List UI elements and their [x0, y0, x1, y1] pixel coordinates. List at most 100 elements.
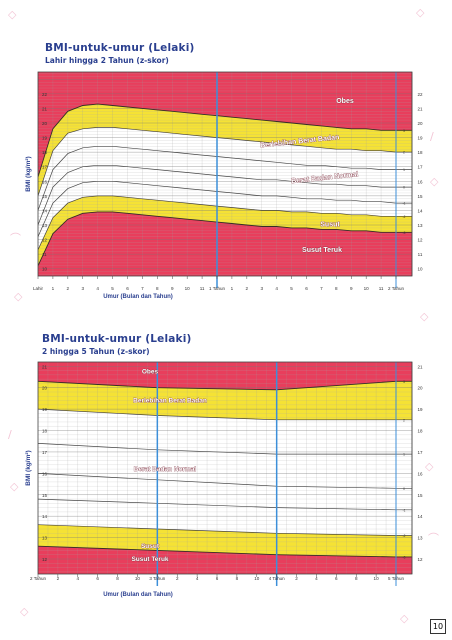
zscore-line: [38, 195, 412, 250]
chart1-subtitle: Lahir hingga 2 Tahun (z-skor): [45, 56, 169, 65]
zscore-label: -2: [403, 534, 406, 538]
decoration-shape: ◇: [425, 460, 434, 473]
x-tick-label: 2: [295, 576, 298, 581]
decoration-shape: ◇: [10, 480, 19, 493]
y-tick-label-right: 21: [417, 364, 423, 369]
decoration-shape: ⌒: [10, 232, 21, 245]
y-tick-label: 20: [42, 121, 48, 126]
y-tick-label: 19: [42, 407, 48, 412]
x-tick-label: 8: [156, 286, 159, 291]
decoration-shape: ∕: [8, 428, 12, 441]
x-tick-label: 9: [350, 286, 353, 291]
chart2-subtitle: 2 hingga 5 Tahun (z-skor): [42, 347, 150, 356]
y-tick-label-right: 16: [417, 179, 423, 184]
zone-label: Susut: [320, 221, 340, 228]
y-tick-label: 16: [42, 179, 48, 184]
y-tick-label-right: 19: [417, 407, 423, 412]
chart-border: [37, 361, 413, 575]
y-tick-label: 21: [42, 364, 48, 369]
y-tick-label-right: 21: [417, 106, 423, 111]
y-tick-label: 15: [42, 194, 48, 199]
x-tick-label: 11: [379, 286, 384, 291]
decoration-shape: ◇: [416, 6, 425, 19]
y-tick-label: 12: [42, 238, 48, 243]
x-tick-label: 6: [335, 576, 338, 581]
x-tick-label: 1: [231, 286, 234, 291]
x-tick-label: 10: [364, 286, 370, 291]
zone-label: Obes: [336, 98, 354, 105]
x-tick-label: 6: [96, 576, 99, 581]
decoration-shape: ◇: [14, 290, 23, 303]
y-tick-label-right: 16: [417, 471, 423, 476]
x-tick-label: 4: [275, 286, 278, 291]
decoration-shape: ∕: [430, 130, 434, 143]
x-axis-label: Umur (Bulan dan Tahun): [103, 294, 173, 300]
zscore-label: -3: [403, 231, 406, 235]
zscore-label: -1: [403, 508, 406, 512]
y-tick-label-right: 18: [417, 429, 423, 434]
y-tick-label: 18: [42, 150, 48, 155]
zscore-label: -1: [403, 202, 406, 206]
x-tick-label: 7: [320, 286, 323, 291]
y-tick-label-right: 15: [417, 493, 423, 498]
y-tick-label: 11: [42, 252, 47, 257]
x-tick-label: 3: [81, 286, 84, 291]
x-tick-label: 7: [141, 286, 144, 291]
zscore-label: 0: [403, 186, 405, 190]
page-number: 10: [430, 619, 446, 634]
zscore-label: 2: [403, 418, 405, 422]
y-tick-label-right: 11: [418, 252, 423, 257]
y-tick-label: 21: [42, 106, 48, 111]
zone-label: Susut: [141, 543, 160, 550]
zscore-label: 2: [403, 151, 405, 155]
y-tick-label-right: 15: [417, 194, 423, 199]
zscore-label: 1: [403, 453, 405, 457]
x-tick-label: 10: [254, 576, 260, 581]
chart1-title: BMI-untuk-umur (Lelaki): [45, 42, 195, 54]
x-tick-label: 10: [135, 576, 141, 581]
y-tick-label-right: 17: [417, 165, 423, 170]
normal-band: [38, 409, 412, 536]
x-tick-label: 3 Tahun: [149, 576, 165, 581]
x-tick-label: 4: [76, 576, 79, 581]
zscore-line: [38, 211, 412, 266]
x-tick-label: 2 Tahun: [388, 286, 404, 291]
x-tick-label: 10: [374, 576, 380, 581]
overweight-band: [38, 104, 412, 196]
zscore-label: 3: [403, 129, 405, 133]
zscore-label: -2: [403, 215, 406, 219]
decoration-shape: ◇: [20, 605, 29, 618]
y-tick-label-right: 20: [417, 121, 423, 126]
decoration-shape: ◇: [430, 175, 439, 188]
chart-plot-group: [38, 72, 412, 276]
x-tick-label: 5 Tahun: [388, 576, 404, 581]
x-tick-label: 4: [315, 576, 318, 581]
zscore-label: 3: [403, 380, 405, 384]
y-tick-label-right: 13: [417, 223, 423, 228]
x-tick-label: 8: [236, 576, 239, 581]
y-tick-label-right: 14: [417, 514, 423, 519]
y-tick-label-right: 10: [417, 267, 423, 272]
zone-label: Susut Teruk: [302, 247, 342, 254]
x-tick-label: 2 Tahun: [30, 576, 46, 581]
zscore-label: 1: [403, 168, 405, 172]
y-tick-label: 15: [42, 493, 48, 498]
chart-plot-group: [38, 362, 412, 574]
zone-label: Berlebihan Berat Badan: [133, 398, 207, 405]
x-tick-label: 9: [171, 286, 174, 291]
x-tick-label: 6: [126, 286, 129, 291]
y-tick-label: 16: [42, 471, 48, 476]
x-tick-label: 8: [116, 576, 119, 581]
y-tick-label-right: 22: [417, 92, 423, 97]
decoration-shape: ◇: [400, 612, 409, 625]
y-tick-label-right: 17: [417, 450, 423, 455]
y-tick-label: 14: [42, 208, 48, 213]
y-tick-label: 13: [42, 536, 48, 541]
y-tick-label-right: 12: [417, 238, 423, 243]
chart2-title: BMI-untuk-umur (Lelaki): [42, 333, 192, 345]
y-axis-label: BMI (kg/m²): [25, 450, 32, 485]
y-tick-label-right: 18: [417, 150, 423, 155]
y-tick-label: 19: [42, 136, 48, 141]
y-tick-label: 17: [42, 165, 48, 170]
